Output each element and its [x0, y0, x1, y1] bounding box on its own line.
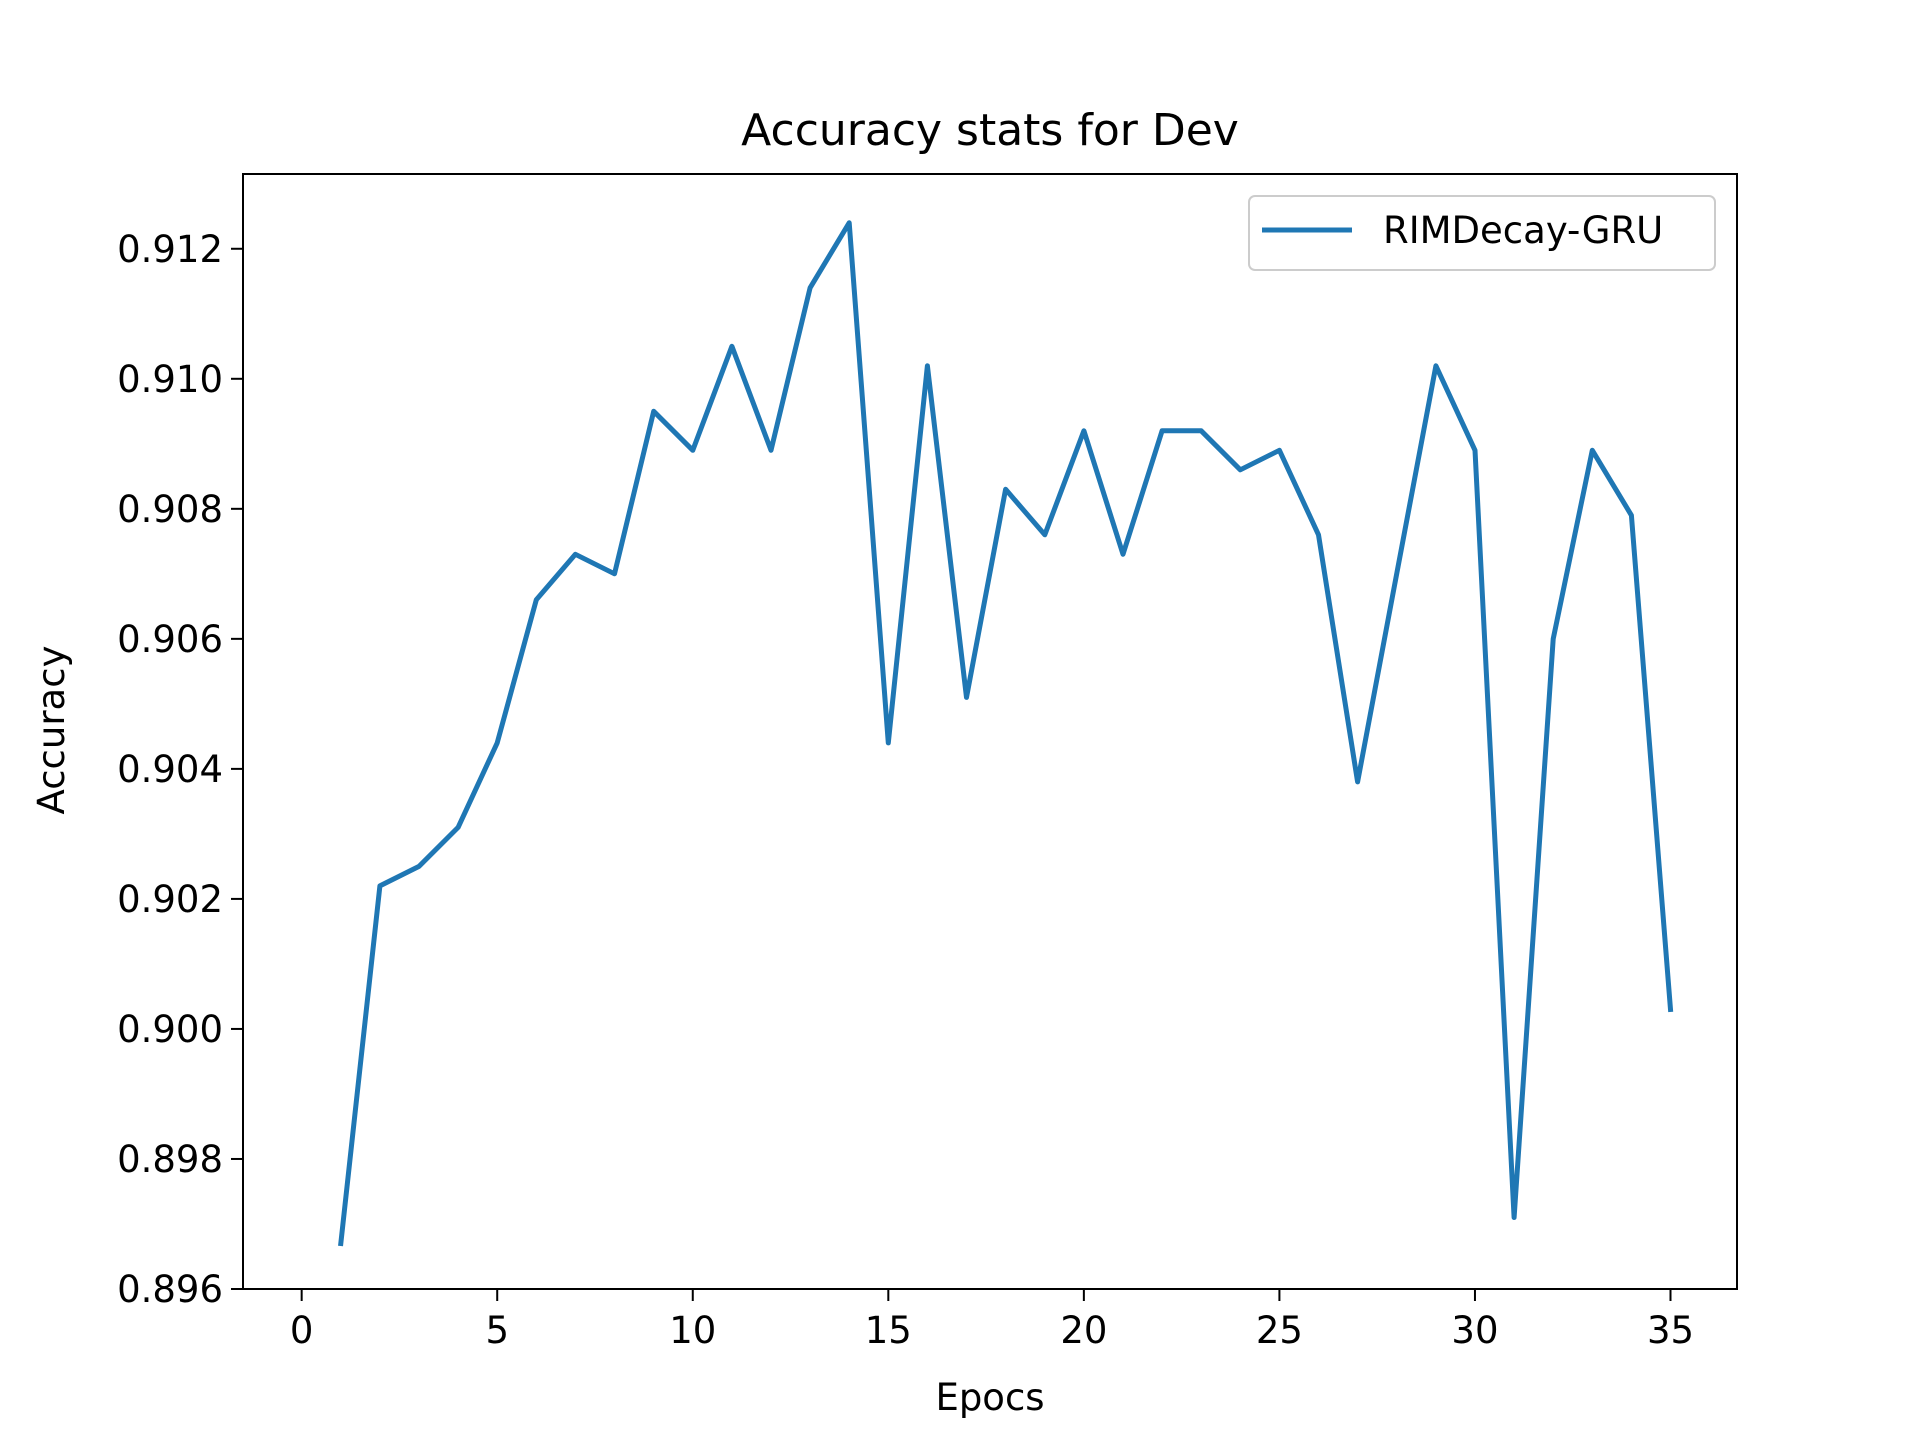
x-tick-label: 20 [1060, 1309, 1107, 1352]
y-tick-label: 0.910 [117, 358, 223, 401]
x-tick-label: 15 [865, 1309, 912, 1352]
y-tick-label: 0.912 [117, 228, 223, 271]
y-tick-label: 0.906 [117, 618, 223, 661]
x-tick-label: 35 [1647, 1309, 1694, 1352]
y-tick-label: 0.896 [117, 1268, 223, 1311]
y-tick-label: 0.908 [117, 488, 223, 531]
series-line [338, 220, 1674, 1247]
plot-frame [242, 173, 1738, 1290]
y-tick-label: 0.904 [117, 748, 223, 791]
y-tick-label: 0.898 [117, 1138, 223, 1181]
y-tick-label: 0.902 [117, 878, 223, 921]
x-axis-ticks: 0 5 10 15 20 25 30 35 [290, 1289, 1694, 1352]
y-axis-ticks: 0.896 0.898 0.900 0.902 0.904 0.906 0.908 0.910… [117, 228, 243, 1311]
x-tick-label: 5 [485, 1309, 509, 1352]
y-tick-label: 0.900 [117, 1008, 223, 1051]
legend-label: RIMDecay-GRU [1383, 209, 1663, 252]
x-axis-label: Epocs [935, 1376, 1044, 1419]
x-tick-label: 10 [669, 1309, 716, 1352]
legend: RIMDecay-GRU [1248, 195, 1716, 271]
y-axis-label: Accuracy [30, 646, 73, 815]
chart-title: Accuracy stats for Dev [741, 105, 1239, 156]
legend-box [1248, 195, 1716, 271]
series-layer [338, 220, 1674, 1247]
x-tick-label: 30 [1451, 1309, 1498, 1352]
x-tick-label: 0 [290, 1309, 314, 1352]
x-tick-label: 25 [1256, 1309, 1303, 1352]
